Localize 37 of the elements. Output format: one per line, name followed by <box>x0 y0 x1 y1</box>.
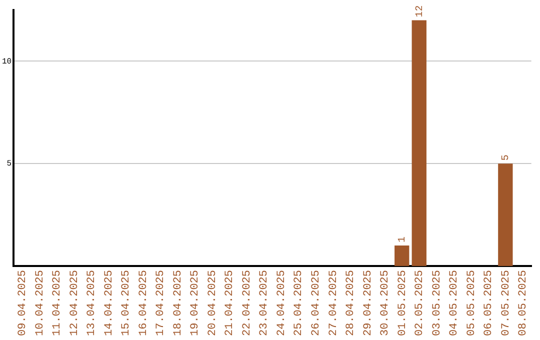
x-tick-label: 09.04.2025 <box>17 270 30 336</box>
x-tick-label: 19.04.2025 <box>190 270 202 336</box>
x-tick-label: 21.04.2025 <box>224 270 236 336</box>
x-tick-label: 17.04.2025 <box>155 270 168 336</box>
x-tick-label: 14.04.2025 <box>103 270 116 336</box>
x-tick-label: 20.04.2025 <box>206 270 219 336</box>
x-tick-label: 04.05.2025 <box>448 270 461 336</box>
data-label: 5 <box>501 154 512 161</box>
bar <box>498 164 513 266</box>
x-tick-label: 13.04.2025 <box>86 270 98 336</box>
x-tick-label: 25.04.2025 <box>293 270 306 336</box>
x-tick-label: 16.04.2025 <box>138 270 150 336</box>
y-tick-label: 10 <box>2 57 12 66</box>
x-tick-label: 11.04.2025 <box>52 270 64 336</box>
x-tick-label: 18.04.2025 <box>172 270 184 336</box>
x-tick-label: 05.05.2025 <box>466 270 478 336</box>
x-tick-label: 07.05.2025 <box>500 270 512 336</box>
x-tick-label: 23.04.2025 <box>258 270 271 336</box>
x-tick-label: 27.04.2025 <box>328 270 340 336</box>
x-tick-label: 08.05.2025 <box>518 270 530 336</box>
x-tick-label: 12.04.2025 <box>68 270 81 336</box>
x-tick-label: 03.05.2025 <box>431 270 444 336</box>
data-label: 12 <box>414 5 426 18</box>
x-tick-label: 29.04.2025 <box>362 270 374 336</box>
x-tick-label: 06.05.2025 <box>483 270 496 336</box>
bar <box>394 246 410 266</box>
x-tick-label: 30.04.2025 <box>380 270 392 336</box>
x-tick-label: 02.05.2025 <box>414 270 426 336</box>
x-tick-label: 22.04.2025 <box>241 270 254 336</box>
x-tick-label: 10.04.2025 <box>34 270 46 336</box>
x-tick-label: 26.04.2025 <box>310 270 322 336</box>
x-tick-label: 15.04.2025 <box>120 270 133 336</box>
x-tick-label: 01.05.2025 <box>396 270 409 336</box>
data-label: 1 <box>398 236 409 243</box>
bar <box>412 20 426 266</box>
x-tick-label: 28.04.2025 <box>345 270 358 336</box>
x-tick-label: 24.04.2025 <box>276 270 288 336</box>
